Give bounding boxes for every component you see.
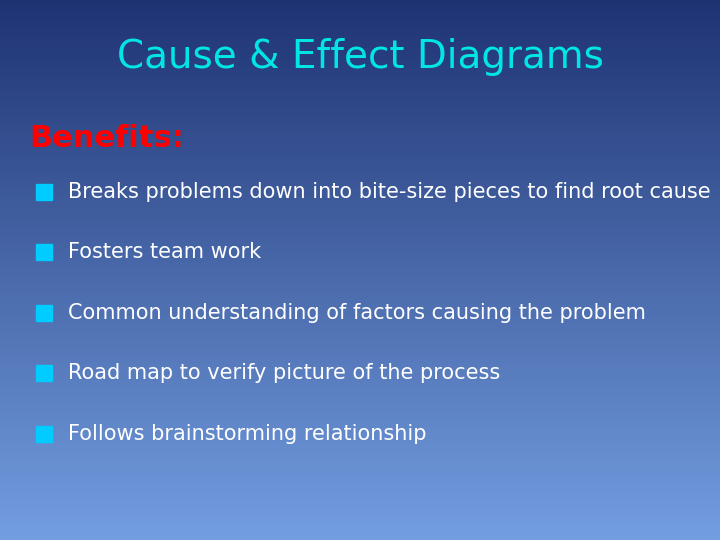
FancyBboxPatch shape	[36, 426, 52, 442]
Text: Cause & Effect Diagrams: Cause & Effect Diagrams	[117, 38, 603, 76]
FancyBboxPatch shape	[36, 244, 52, 260]
Text: Fosters team work: Fosters team work	[68, 242, 261, 262]
FancyBboxPatch shape	[36, 184, 52, 200]
Text: Benefits:: Benefits:	[29, 124, 184, 153]
Text: Common understanding of factors causing the problem: Common understanding of factors causing …	[68, 302, 647, 323]
Text: Breaks problems down into bite-size pieces to find root cause: Breaks problems down into bite-size piec…	[68, 181, 711, 202]
FancyBboxPatch shape	[36, 305, 52, 321]
FancyBboxPatch shape	[36, 365, 52, 381]
Text: Road map to verify picture of the process: Road map to verify picture of the proces…	[68, 363, 500, 383]
Text: Follows brainstorming relationship: Follows brainstorming relationship	[68, 423, 427, 444]
